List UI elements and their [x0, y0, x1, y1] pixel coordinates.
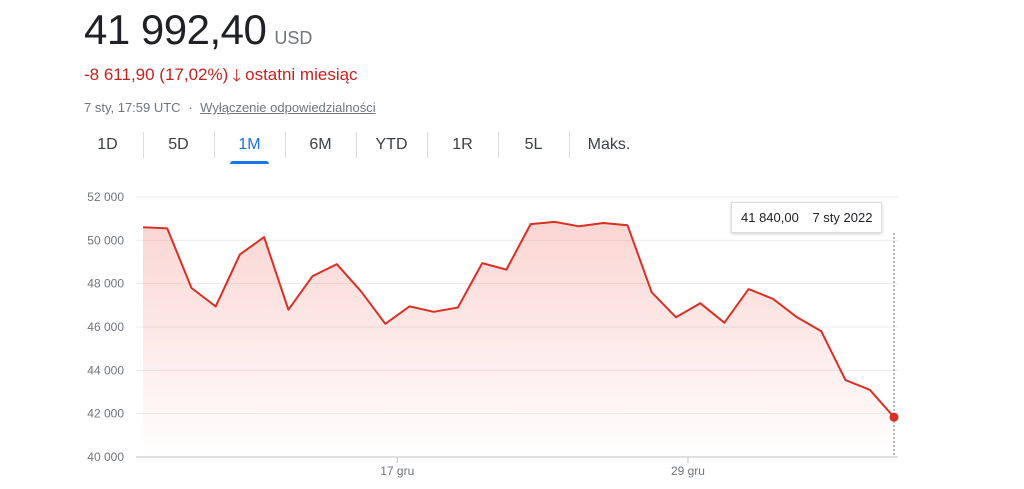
range-tabs: 1D 5D 1M 6M YTD 1R 5L Maks. — [72, 128, 649, 164]
x-axis: 17 gru 29 gru — [380, 457, 705, 478]
arrow-down-icon: 🡓 — [232, 65, 242, 85]
tab-5l[interactable]: 5L — [498, 128, 569, 164]
x-tick-label: 17 gru — [380, 464, 414, 478]
tab-5d[interactable]: 5D — [143, 128, 214, 164]
change-period: ostatni miesiąc — [245, 65, 358, 84]
timestamp: 7 sty, 17:59 UTC — [84, 100, 181, 115]
y-tick-label: 48 000 — [87, 277, 124, 291]
hover-tooltip: 41 840,00 7 sty 2022 — [731, 202, 883, 233]
current-point-marker — [889, 412, 899, 422]
price-area-fill — [143, 221, 894, 457]
price-change-row: -8 611,90 (17,02%) 🡓 ostatni miesiąc — [84, 65, 358, 85]
tab-1m[interactable]: 1M — [214, 128, 285, 164]
disclaimer-link[interactable]: Wyłączenie odpowiedzialności — [200, 100, 376, 115]
y-tick-label: 50 000 — [87, 233, 124, 247]
y-tick-label: 44 000 — [87, 363, 124, 377]
price-line — [142, 220, 895, 418]
meta-row: 7 sty, 17:59 UTC · Wyłączenie odpowiedzi… — [84, 100, 376, 115]
y-tick-label: 40 000 — [87, 450, 124, 464]
y-tick-label: 42 000 — [87, 407, 124, 421]
tooltip-value: 41 840,00 — [741, 210, 799, 225]
tab-1d[interactable]: 1D — [97, 136, 118, 153]
price-change: -8 611,90 (17,02%) — [84, 65, 229, 84]
current-price: 41 992,40 — [84, 6, 267, 53]
y-tick-label: 52 000 — [87, 190, 124, 204]
tab-ytd[interactable]: YTD — [356, 128, 427, 164]
separator: · — [188, 100, 193, 115]
tab-6m[interactable]: 6M — [285, 128, 356, 164]
y-tick-label: 46 000 — [87, 320, 124, 334]
x-tick-label: 29 gru — [671, 464, 705, 478]
tooltip-date: 7 sty 2022 — [812, 210, 873, 225]
y-axis-labels: 52 000 50 000 48 000 46 000 44 000 42 000 40 0… — [87, 190, 124, 464]
tab-max[interactable]: Maks. — [569, 128, 649, 164]
tab-1r[interactable]: 1R — [427, 128, 498, 164]
price-header: 41 992,40 USD — [84, 6, 312, 54]
currency-label: USD — [274, 28, 313, 48]
price-chart[interactable]: 52 000 50 000 48 000 46 000 44 000 42 000 40 0… — [0, 175, 1024, 489]
